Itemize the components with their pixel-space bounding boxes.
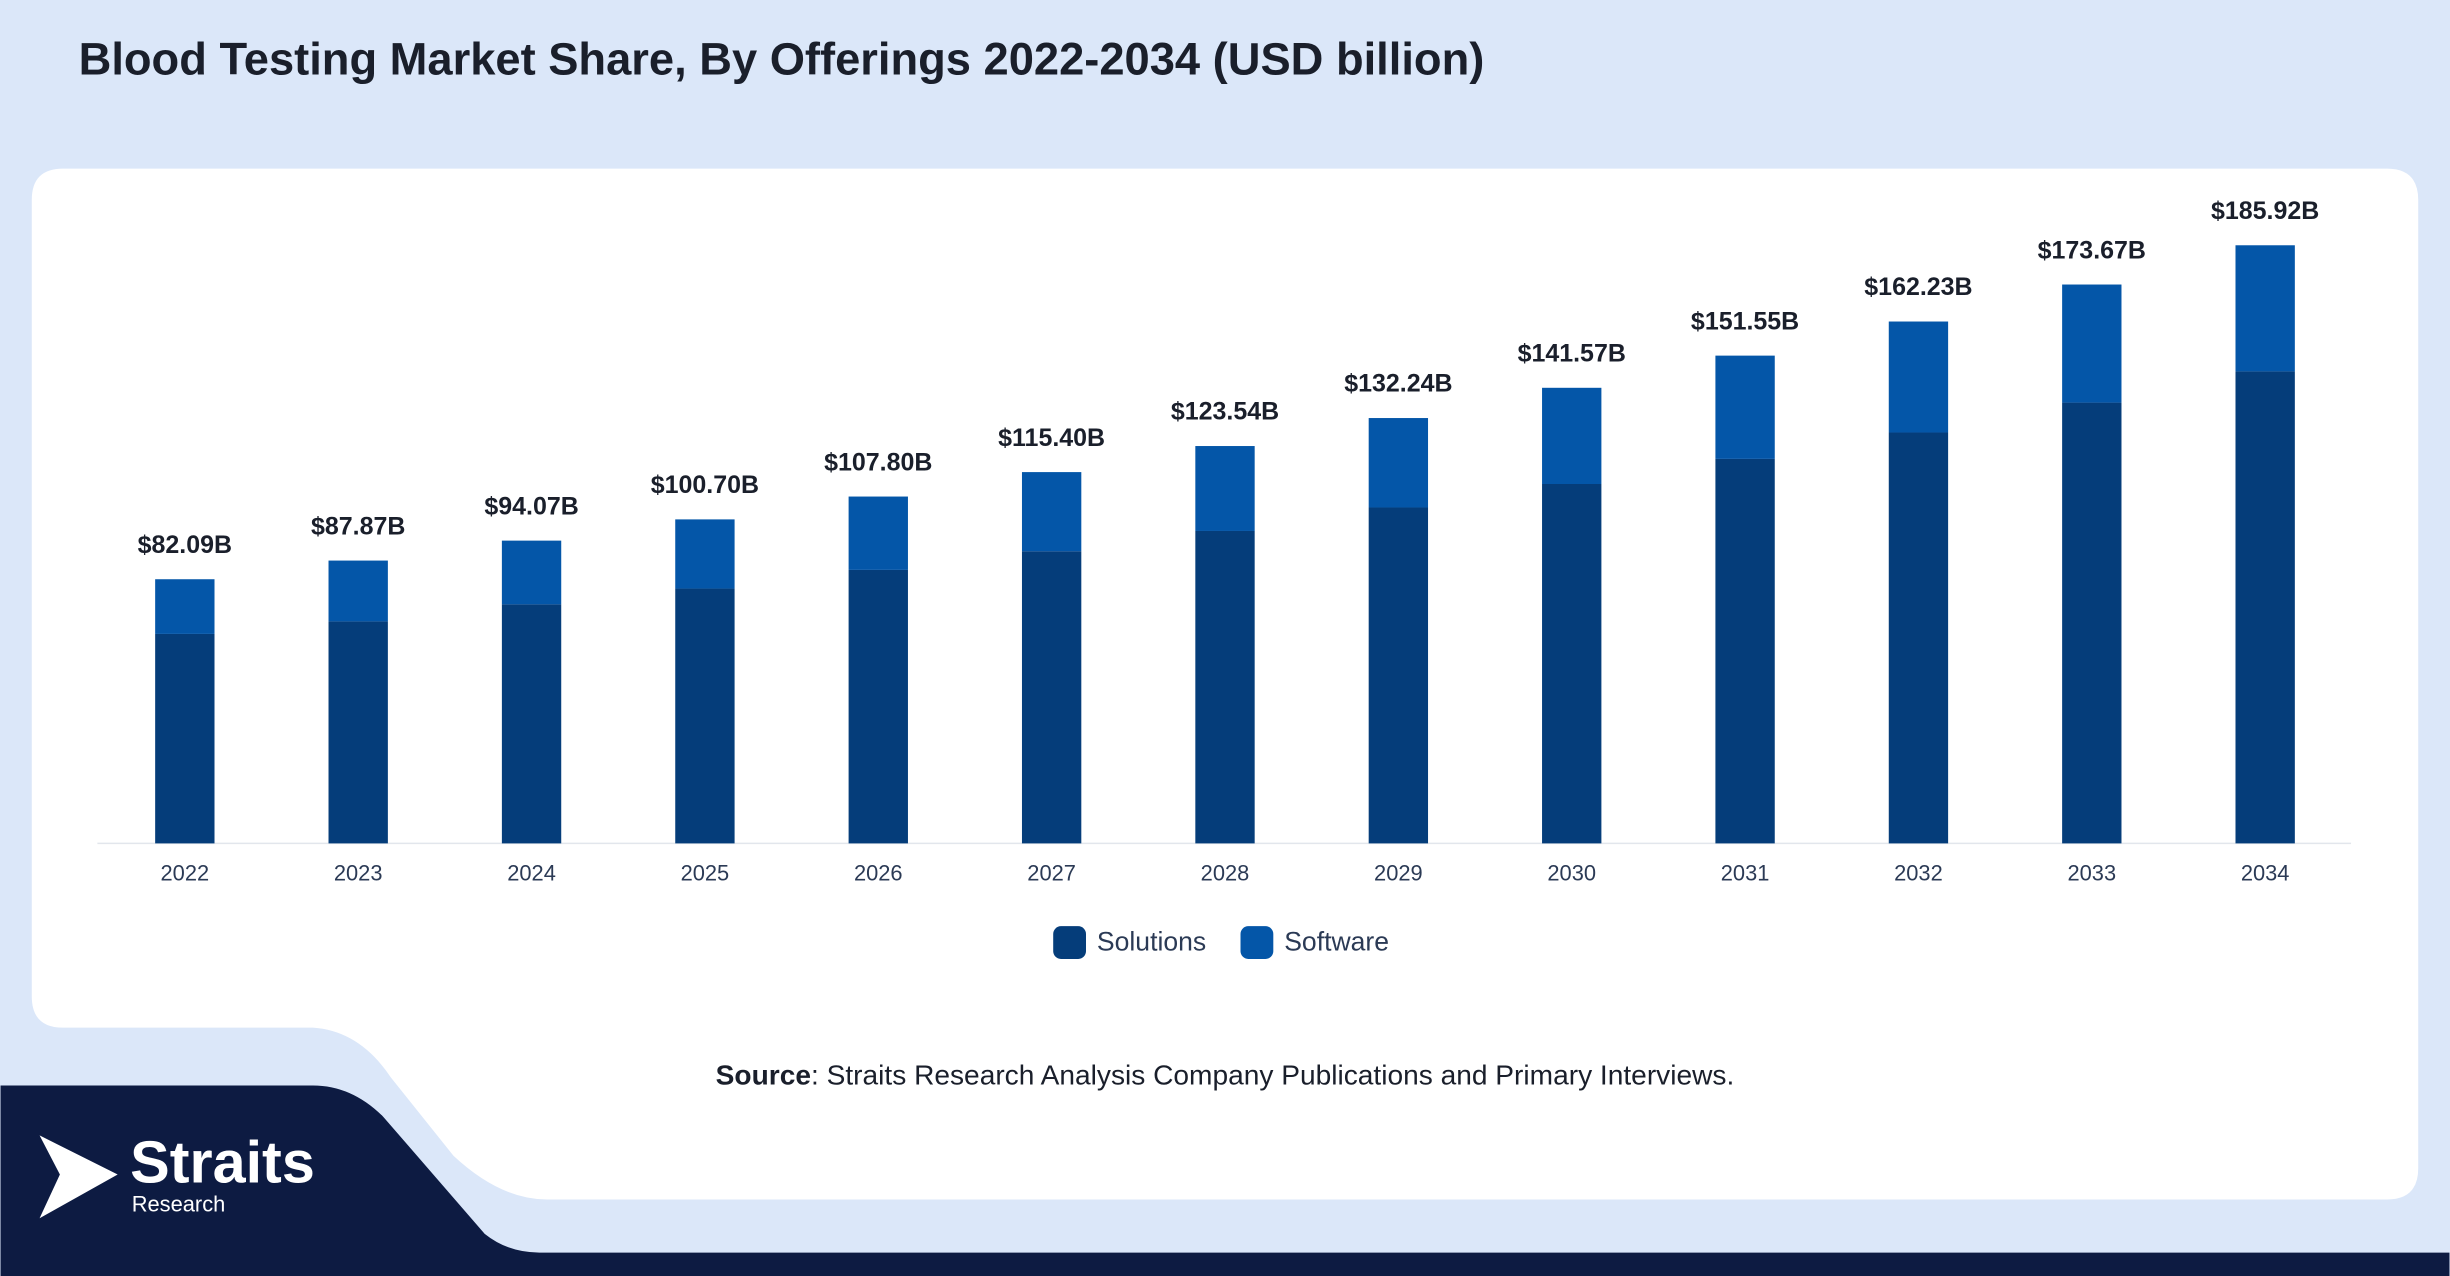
- bar-segment: [1195, 446, 1255, 531]
- bar-segment: [155, 633, 215, 844]
- bar-segment: [1542, 483, 1602, 844]
- bar-segment: [501, 604, 562, 844]
- legend-swatch: [1053, 926, 1086, 959]
- x-tick-label: 2031: [1721, 860, 1770, 885]
- bar-segment: [1195, 530, 1255, 844]
- total-label: $115.40B: [998, 424, 1105, 452]
- total-label: $100.70B: [651, 471, 759, 499]
- source: Source: Straits Research Analysis Compan…: [716, 1060, 1735, 1091]
- footer-band: [0, 1085, 2450, 1276]
- x-tick-label: 2025: [681, 860, 730, 885]
- bar-segment: [328, 621, 388, 844]
- x-tick-label: 2034: [2241, 860, 2290, 885]
- bar-segment: [2235, 371, 2295, 844]
- x-tick-label: 2033: [2067, 860, 2116, 885]
- source-text: : Straits Research Analysis Company Publ…: [811, 1060, 1734, 1091]
- bar-segment: [1715, 355, 1775, 459]
- x-tick-label: 2023: [334, 860, 383, 885]
- x-tick-label: 2027: [1027, 860, 1076, 885]
- bar-segment: [1368, 418, 1429, 508]
- total-label: $107.80B: [824, 448, 932, 476]
- logo-name: Straits: [130, 1128, 315, 1195]
- bar-segment: [1021, 472, 1082, 552]
- x-tick-label: 2032: [1894, 860, 1943, 885]
- total-label: $94.07B: [484, 493, 578, 521]
- total-label: $185.92B: [2211, 197, 2319, 225]
- chart-title: Blood Testing Market Share, By Offerings…: [79, 33, 1485, 84]
- total-label: $151.55B: [1691, 308, 1799, 336]
- x-tick-label: 2026: [854, 860, 903, 885]
- x-tick-label: 2030: [1547, 860, 1596, 885]
- bar-segment: [1715, 458, 1775, 844]
- bar-segment: [2062, 284, 2122, 403]
- bar-segment: [2235, 245, 2295, 372]
- x-tick-label: 2022: [161, 860, 210, 885]
- legend-label: Solutions: [1097, 926, 1206, 956]
- bar-segment: [1021, 551, 1082, 844]
- total-label: $141.57B: [1518, 340, 1626, 368]
- source-label: Source: [716, 1060, 811, 1091]
- bar-segment: [848, 496, 908, 570]
- bar-segment: [155, 579, 215, 634]
- bar-segment: [1888, 321, 1949, 433]
- total-label: $123.54B: [1171, 398, 1279, 426]
- total-label: $173.67B: [2038, 236, 2146, 264]
- legend-label: Software: [1284, 926, 1389, 956]
- bar-segment: [328, 560, 388, 622]
- bar-segment: [1368, 507, 1429, 844]
- bar-segment: [675, 588, 735, 844]
- total-label: $82.09B: [138, 531, 232, 559]
- bar-segment: [1542, 387, 1602, 484]
- bar-segment: [848, 569, 908, 844]
- total-label: $162.23B: [1864, 273, 1972, 301]
- bar-segment: [675, 519, 735, 589]
- total-label: $87.87B: [311, 512, 405, 540]
- bar-segment: [2062, 402, 2122, 844]
- x-tick-label: 2024: [507, 860, 556, 885]
- x-tick-label: 2028: [1201, 860, 1250, 885]
- x-tick-label: 2029: [1374, 860, 1423, 885]
- logo-sub: Research: [132, 1191, 226, 1216]
- logo-icon: [39, 1135, 118, 1219]
- bar-segment: [1888, 432, 1949, 844]
- total-label: $132.24B: [1344, 370, 1452, 398]
- legend-swatch: [1240, 926, 1274, 959]
- bar-segment: [501, 540, 562, 605]
